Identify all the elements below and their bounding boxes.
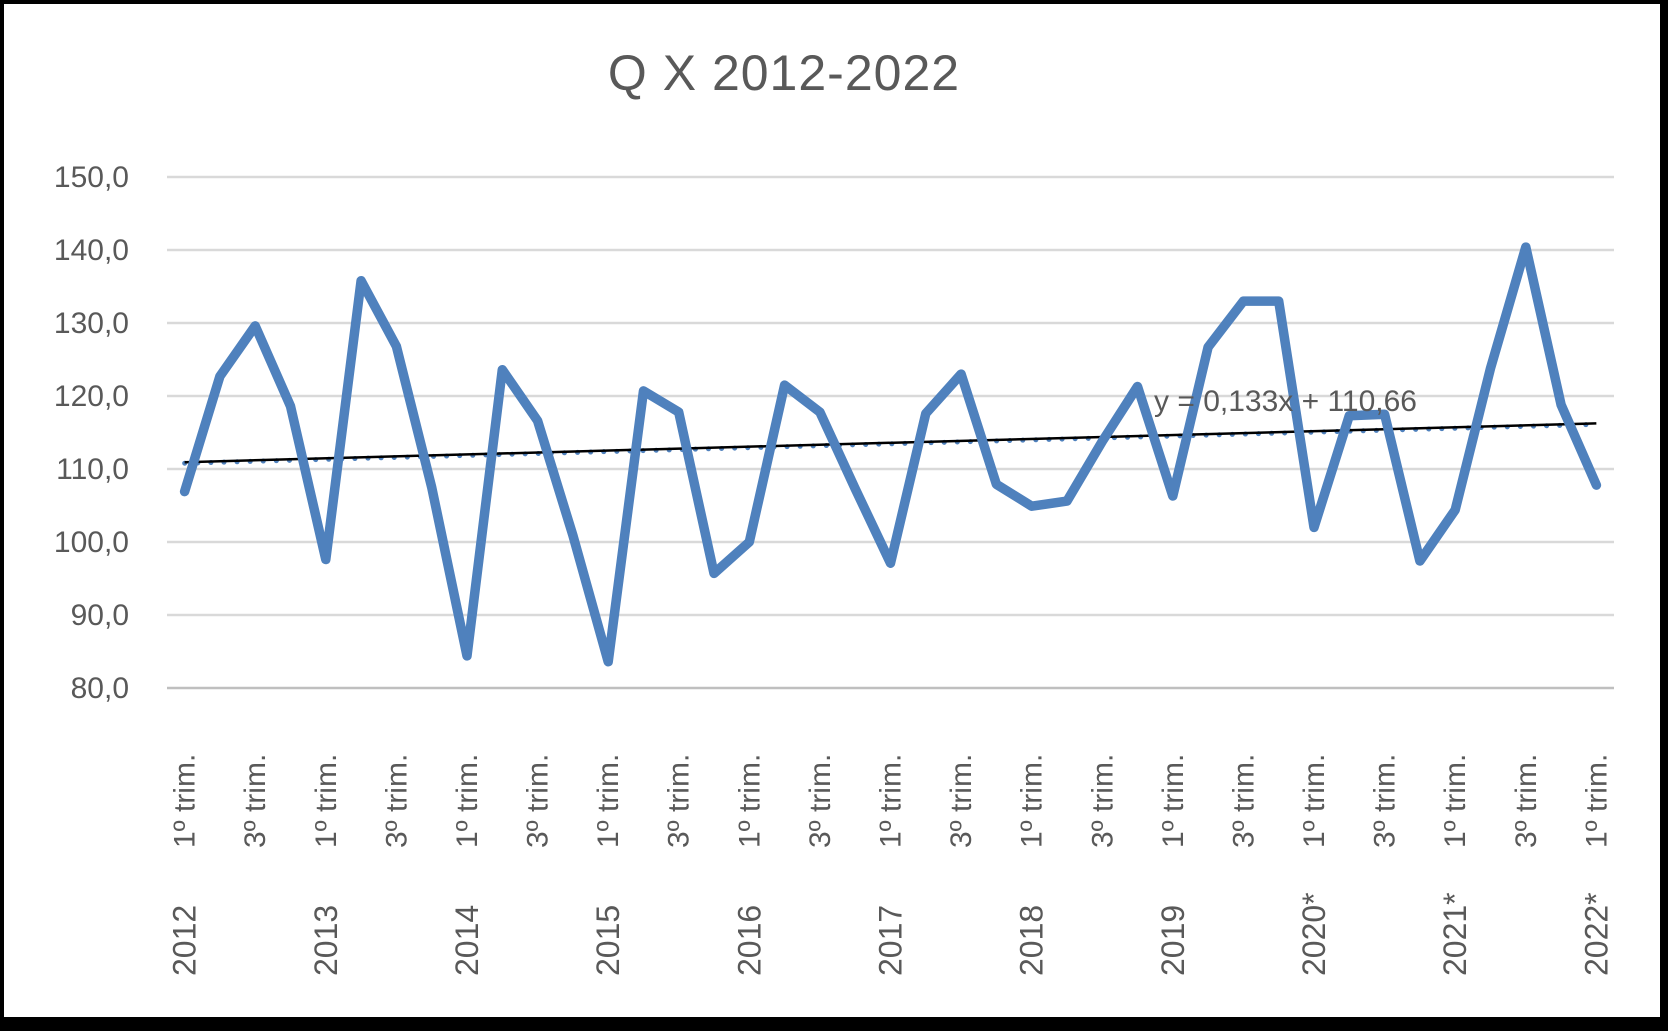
y-axis-tick-label: 140,0 xyxy=(54,234,129,267)
x-axis-tick-label: 1º trim. xyxy=(1157,754,1190,848)
y-axis-tick-label: 100,0 xyxy=(54,526,129,559)
y-axis-tick-label: 90,0 xyxy=(71,599,129,632)
x-axis-tick-label: 3º trim. xyxy=(945,754,978,848)
year-label: 2012 xyxy=(167,905,203,976)
x-axis-tick-label: 1º trim. xyxy=(169,754,202,848)
year-label: 2014 xyxy=(449,905,485,976)
x-axis-tick-label: 1º trim. xyxy=(1439,754,1472,848)
x-axis-tick-label: 1º trim. xyxy=(310,754,343,848)
y-axis-tick-label: 120,0 xyxy=(54,380,129,413)
y-axis-tick-label: 80,0 xyxy=(71,672,129,705)
year-label: 2022* xyxy=(1578,892,1614,976)
year-label: 2019 xyxy=(1155,905,1191,976)
year-label: 2013 xyxy=(308,905,344,976)
x-axis-tick-label: 3º trim. xyxy=(522,754,555,848)
x-axis-tick-label: 1º trim. xyxy=(1016,754,1049,848)
x-axis-tick-label: 1º trim. xyxy=(875,754,908,848)
x-axis-tick-label: 3º trim. xyxy=(1369,754,1402,848)
year-label: 2016 xyxy=(731,905,767,976)
chart-title: Q X 2012-2022 xyxy=(607,45,961,101)
x-axis-tick-label: 1º trim. xyxy=(733,754,766,848)
x-axis-tick-label: 3º trim. xyxy=(804,754,837,848)
year-label: 2021* xyxy=(1437,892,1473,976)
year-label: 2018 xyxy=(1014,905,1050,976)
y-axis-tick-label: 130,0 xyxy=(54,307,129,340)
x-axis-tick-label: 1º trim. xyxy=(1298,754,1331,848)
x-axis-tick-label: 3º trim. xyxy=(239,754,272,848)
year-label: 2015 xyxy=(590,905,626,976)
x-axis-tick-label: 3º trim. xyxy=(663,754,696,848)
plot-area: 150,0 140,0 130,0 120,0 110,0 100,0 90,0 80,0 1º… xyxy=(54,161,1614,976)
year-label: 2017 xyxy=(873,905,909,976)
x-axis-tick-label: 3º trim. xyxy=(380,754,413,848)
x-axis-tick-label: 1º trim. xyxy=(592,754,625,848)
x-axis-tick-label: 3º trim. xyxy=(1227,754,1260,848)
trendline-equation-label: y = 0,133x + 110,66 xyxy=(1154,385,1417,418)
data-line xyxy=(179,242,1602,667)
y-axis-tick-label: 150,0 xyxy=(54,161,129,194)
x-axis-tick-label: 1º trim. xyxy=(451,754,484,848)
year-label: 2020* xyxy=(1296,892,1332,976)
x-axis-tick-label: 3º trim. xyxy=(1086,754,1119,848)
x-axis-tick-label: 1º trim. xyxy=(1580,754,1613,848)
x-axis-tick-label: 3º trim. xyxy=(1510,754,1543,848)
y-axis-tick-label: 110,0 xyxy=(56,453,129,486)
